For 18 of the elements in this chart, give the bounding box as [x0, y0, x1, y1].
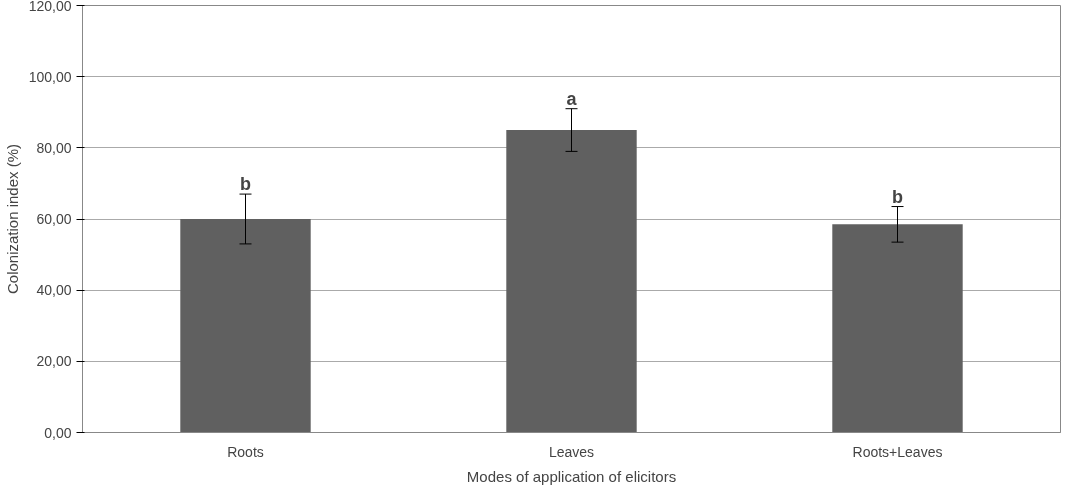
- annotation: a: [566, 88, 578, 109]
- y-tick-label: 120,00: [28, 0, 72, 14]
- x-tick-label: Roots: [227, 443, 264, 460]
- x-tick-label: Leaves: [548, 443, 595, 460]
- annotation: b: [892, 186, 903, 207]
- y-tick-label: 40,00: [36, 282, 72, 299]
- y-tick-label: 100,00: [28, 68, 72, 85]
- bar: [832, 224, 963, 433]
- bar: [506, 130, 637, 433]
- y-tick-label: 0,00: [44, 424, 72, 441]
- annotation: b: [240, 174, 251, 195]
- y-tick-label: 20,00: [36, 353, 72, 370]
- x-tick-label: Roots+Leaves: [852, 443, 943, 460]
- y-tick-label: 80,00: [36, 139, 72, 156]
- y-tick-label: 60,00: [36, 211, 72, 227]
- x-axis-title: Modes of application of elicitors: [466, 467, 677, 485]
- bar: [180, 219, 311, 433]
- y-axis-title: Colonization index (%): [3, 143, 21, 295]
